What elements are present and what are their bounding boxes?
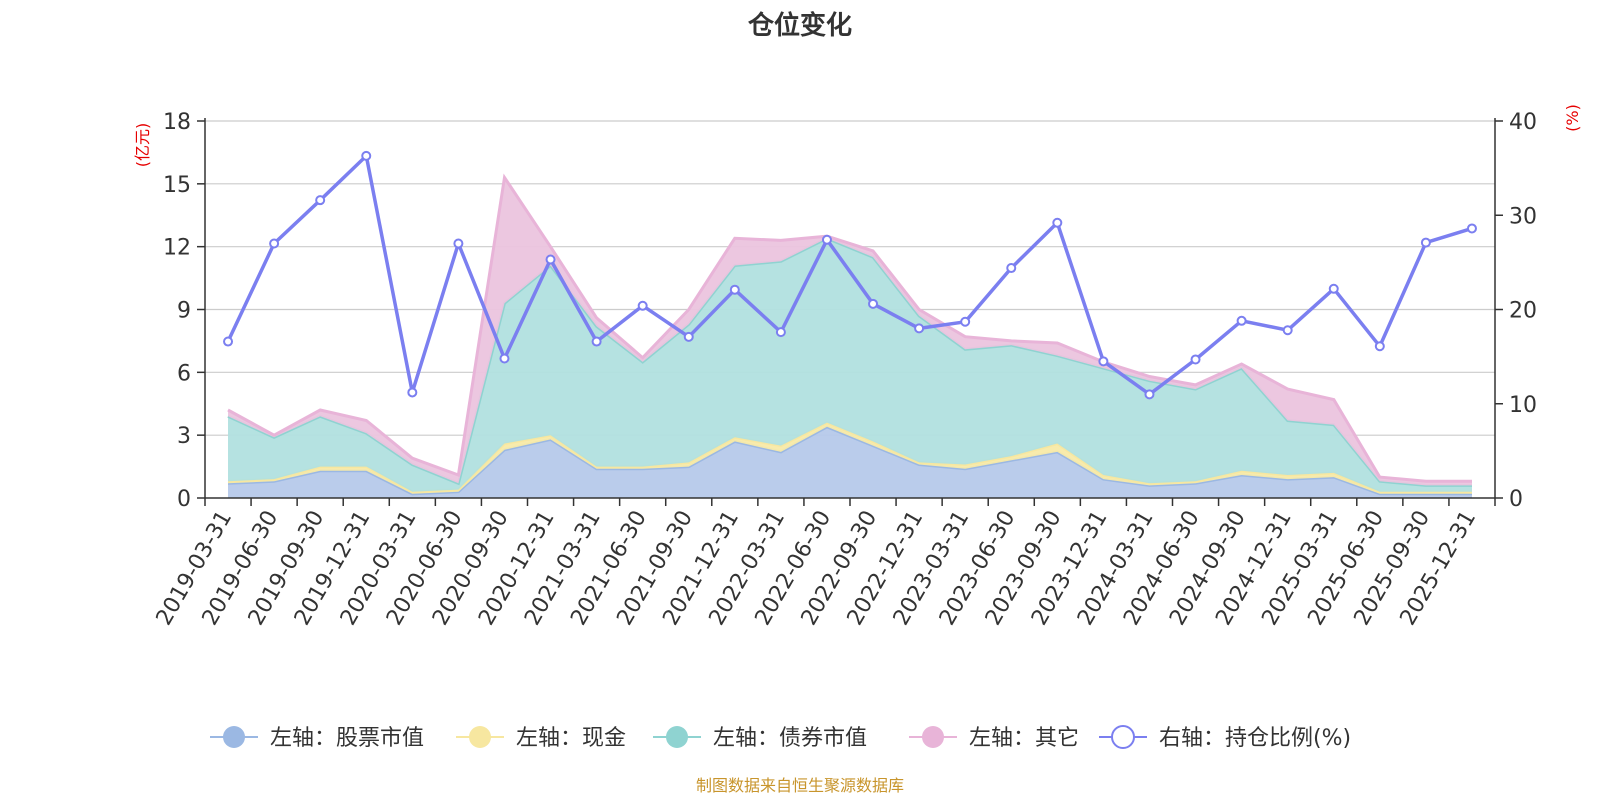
legend-label: 左轴：现金 — [516, 726, 626, 751]
legend-label: 左轴：其它 — [969, 726, 1079, 751]
ratio-point — [361, 150, 372, 161]
ratio-point — [269, 238, 280, 249]
left-axis-tick-label: 12 — [163, 236, 191, 261]
legend-item[interactable]: 左轴：现金 — [456, 726, 626, 751]
stacked-areas — [227, 173, 1472, 498]
legend-label: 右轴：持仓比例(%) — [1159, 726, 1351, 751]
legend-symbol-circle — [922, 726, 944, 748]
left-axis-tick-label: 18 — [163, 110, 191, 135]
ratio-point — [960, 316, 971, 327]
legend-symbol-circle — [223, 726, 245, 748]
ratio-point — [1144, 389, 1155, 400]
ratio-point — [821, 234, 832, 245]
ratio-point — [1328, 283, 1339, 294]
ratio-point — [315, 195, 326, 206]
ratio-point — [1052, 217, 1063, 228]
area-series-2 — [228, 422, 1472, 494]
ratio-point — [1006, 263, 1017, 274]
data-source-note: 制图数据来自恒生聚源数据库 — [696, 776, 904, 795]
right-axis-tick-label: 0 — [1509, 487, 1523, 512]
ratio-point — [1420, 237, 1431, 248]
legend-label: 左轴：债券市值 — [713, 726, 867, 751]
ratio-point — [914, 323, 925, 334]
legend-item[interactable]: 左轴：债券市值 — [653, 726, 867, 751]
right-axis-tick-label: 20 — [1509, 299, 1537, 324]
area-series-1 — [228, 426, 1472, 498]
area-series-4 — [228, 177, 1472, 486]
ratio-point — [729, 284, 740, 295]
legend-label: 左轴：股票市值 — [270, 726, 424, 751]
right-axis-tick-label: 10 — [1509, 393, 1537, 418]
ratio-point — [868, 298, 879, 309]
ratio-point — [1190, 354, 1201, 365]
ratio-point — [1282, 325, 1293, 336]
ratio-point — [407, 387, 418, 398]
left-axis-tick-label: 15 — [163, 173, 191, 198]
ratio-point — [591, 336, 602, 347]
ratio-point — [545, 254, 556, 265]
legend-item[interactable]: 左轴：其它 — [909, 726, 1079, 751]
ratio-point — [683, 331, 694, 342]
legend-symbol-circle — [1111, 725, 1135, 749]
legend-symbol-circle — [469, 726, 491, 748]
ratio-point — [1098, 356, 1109, 367]
legend-item[interactable]: 右轴：持仓比例(%) — [1099, 725, 1351, 751]
left-axis-tick-label: 9 — [177, 299, 191, 324]
ratio-line — [223, 150, 1477, 400]
ratio-point — [1374, 341, 1385, 352]
area-series-3 — [228, 238, 1472, 492]
ratio-point — [1466, 223, 1477, 234]
chart-title: 仓位变化 — [747, 10, 852, 41]
left-axis-tick-label: 3 — [177, 424, 191, 449]
ratio-point — [775, 327, 786, 338]
right-axis-tick-label: 30 — [1509, 204, 1537, 229]
ratio-line-path — [226, 154, 1473, 397]
ratio-point — [637, 300, 648, 311]
left-axis-unit: (亿元) — [133, 123, 152, 168]
ratio-point — [499, 353, 510, 364]
legend: 左轴：股票市值 左轴：现金 左轴：债券市值 左轴：其它 右轴：持仓比例(%) — [210, 725, 1351, 751]
ratio-point — [223, 336, 234, 347]
legend-item[interactable]: 左轴：股票市值 — [210, 726, 424, 751]
right-axis-unit: (%) — [1563, 104, 1582, 132]
left-axis-tick-label: 0 — [177, 487, 191, 512]
right-axis-tick-label: 40 — [1509, 110, 1537, 135]
ratio-point — [453, 238, 464, 249]
left-axis-tick-label: 6 — [177, 361, 191, 386]
area-series-edge-4 — [227, 173, 1472, 483]
ratio-point — [1236, 315, 1247, 326]
legend-symbol-circle — [666, 726, 688, 748]
